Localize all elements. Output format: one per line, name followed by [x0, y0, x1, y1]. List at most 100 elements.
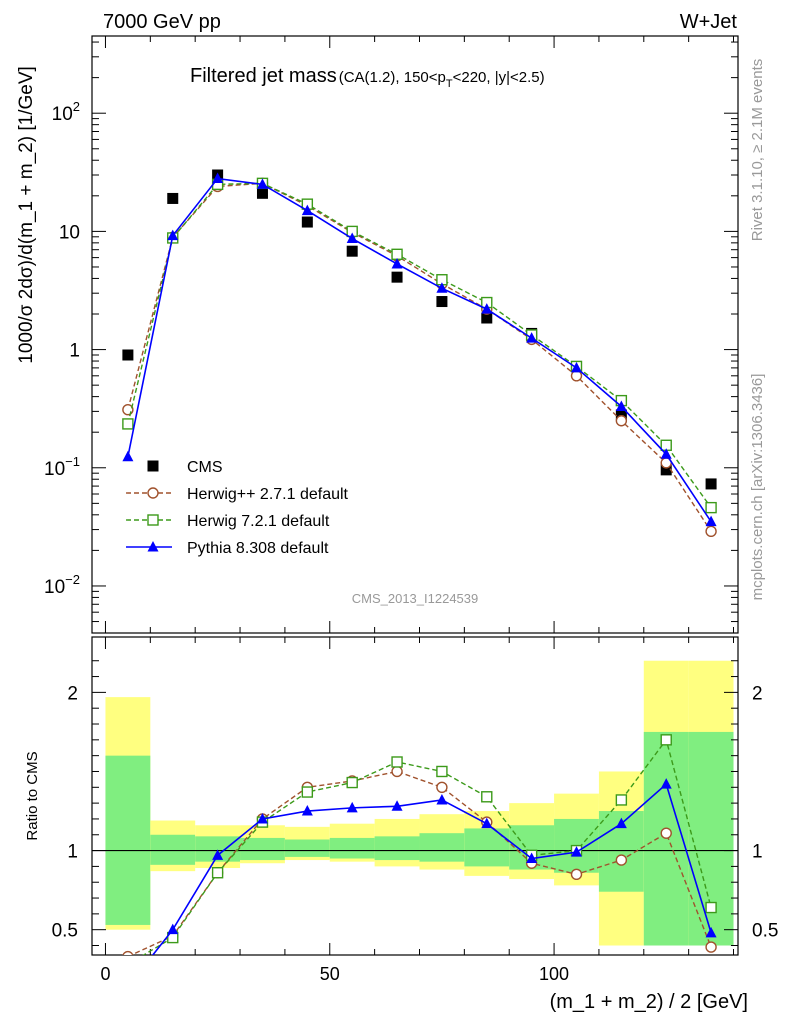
ratio-herwigpp-marker: [391, 765, 403, 778]
ratio-pythia-marker: [301, 805, 313, 816]
ratio-pythia-marker: [346, 801, 358, 813]
ratio-panel-border: [91, 636, 739, 956]
legend-marker-cms: [147, 460, 159, 472]
ratio-pythia-marker: [526, 852, 538, 863]
band-inner-bin: [284, 839, 330, 857]
main-panel-frame: 10−2 10−1 1 10 102: [44, 35, 739, 634]
ratio-herwig7-marker: [481, 791, 493, 803]
main-pythia-marker: [256, 178, 268, 189]
ratio-pythia-marker: [436, 793, 448, 805]
ratio-herwig7-marker: [660, 734, 672, 746]
ratio-y-axis-label: Ratio to CMS: [24, 751, 41, 840]
top-y-axis-label: 1000/σ 2dσ)/d(m_1 + m_2) [1/GeV]: [16, 66, 37, 364]
ratio-pythia-marker: [212, 849, 224, 860]
main-cms-marker: [167, 192, 179, 204]
band-inner-bin: [105, 755, 151, 925]
ratio-pythia-marker: [256, 812, 268, 824]
ratio-herwig7-marker: [211, 867, 224, 879]
header-process-label: W+Jet: [680, 11, 738, 33]
legend-label-pythia: Pythia 8.308 default: [187, 540, 329, 557]
main-herwig7-marker: [122, 418, 134, 430]
main-herwig7-line: [127, 182, 712, 509]
legend: CMS Herwig++ 2.7.1 default Herwig 7.2.1 de…: [126, 459, 349, 557]
main-cms-marker: [705, 478, 717, 490]
legend-marker-pythia: [147, 541, 159, 552]
y-tick-label: 1: [69, 341, 80, 362]
ratio-panel-frame: 0 50 100 0.5 0.5 1 1 2 2: [52, 636, 778, 984]
band-inner-bin: [419, 833, 465, 862]
ratio-panel-series: [122, 734, 717, 992]
ratio-y-tick-label-right: 0.5: [752, 921, 778, 942]
y-tick-label: 10: [59, 222, 80, 243]
ratio-herwigpp-marker: [122, 950, 134, 955]
x-tick-label: 0: [100, 964, 110, 984]
main-pythia-marker: [167, 229, 179, 241]
ratio-y-tick-label-right: 2: [752, 683, 763, 704]
main-pythia-marker: [212, 172, 224, 184]
main-pythia-marker: [615, 400, 627, 411]
rivet-version-label: Rivet 3.1.10, ≥ 2.1M events: [749, 59, 766, 242]
main-panel-series: [122, 169, 717, 538]
mcplots-source-label: mcplots.cern.ch [arXiv:1306.3436]: [749, 374, 766, 601]
x-tick-label: 100: [539, 964, 569, 984]
main-herwig7-marker: [391, 248, 403, 261]
main-cms-marker: [346, 245, 358, 257]
main-herwigpp-marker: [705, 525, 717, 538]
main-pythia-marker: [660, 448, 672, 459]
main-cms-marker: [122, 349, 134, 361]
band-inner-bin: [240, 837, 285, 861]
ratio-uncertainty-bands: [105, 660, 734, 946]
ratio-herwig7-marker: [705, 901, 717, 914]
ratio-y-tick-label-right: 1: [752, 842, 763, 863]
ratio-herwig7-marker: [391, 756, 403, 768]
main-cms-marker: [615, 409, 627, 421]
main-pythia-marker: [571, 361, 582, 373]
ratio-pythia-marker: [705, 926, 717, 938]
header-energy-label: 7000 GeV pp: [103, 11, 221, 33]
band-inner-bin: [150, 834, 196, 865]
main-pythia-marker: [526, 332, 538, 343]
chart-title-main: Filtered jet mass: [190, 65, 337, 87]
legend-marker-herwigpp: [147, 487, 159, 499]
main-herwigpp-marker: [615, 415, 628, 427]
ratio-herwig7-marker: [615, 794, 628, 806]
ratio-pythia-marker: [167, 923, 179, 935]
legend-label-herwigpp: Herwig++ 2.7.1 default: [187, 486, 349, 503]
chart-title-sub-tail: <220, |y|<2.5): [453, 69, 545, 86]
band-inner-bin: [329, 837, 375, 859]
main-herwigpp-line: [127, 182, 712, 532]
main-cms-marker: [256, 187, 268, 199]
ratio-pythia-line: [151, 782, 712, 955]
ratio-herwigpp-marker: [705, 941, 717, 953]
ratio-pythia-marker: [122, 981, 133, 992]
main-pythia-marker: [705, 515, 717, 527]
main-cms-marker: [301, 216, 313, 228]
main-pythia-marker: [122, 450, 134, 462]
ratio-y-tick-label: 1: [67, 842, 78, 863]
ratio-herwig7-marker: [346, 776, 358, 789]
legend-label-herwig7: Herwig 7.2.1 default: [187, 513, 330, 530]
ratio-herwigpp-marker: [660, 827, 672, 839]
main-cms-marker: [660, 464, 672, 476]
ratio-pythia-marker: [481, 817, 493, 829]
main-pythia-marker: [346, 232, 358, 244]
ratio-herwig7-line: [142, 738, 712, 955]
main-pythia-marker: [391, 257, 403, 269]
band-inner-bin: [374, 836, 420, 861]
ratio-pythia-marker: [571, 846, 582, 857]
ratio-herwig7-marker: [301, 786, 314, 798]
ratio-herwigpp-line: [129, 770, 712, 955]
ratio-pythia-marker: [615, 817, 627, 829]
ratio-herwigpp-marker: [615, 854, 628, 866]
y-tick-label: 102: [52, 99, 80, 125]
main-pythia-marker: [301, 204, 313, 216]
main-herwigpp-marker: [122, 404, 134, 416]
main-cms-marker: [481, 312, 493, 324]
ratio-herwigpp-marker: [436, 781, 448, 793]
y-tick-label: 10−2: [44, 572, 80, 598]
y-tick-label: 10−1: [44, 454, 80, 480]
ratio-herwigpp-marker: [570, 868, 583, 881]
x-tick-label: 50: [320, 964, 340, 984]
legend-marker-herwig7: [147, 514, 159, 526]
